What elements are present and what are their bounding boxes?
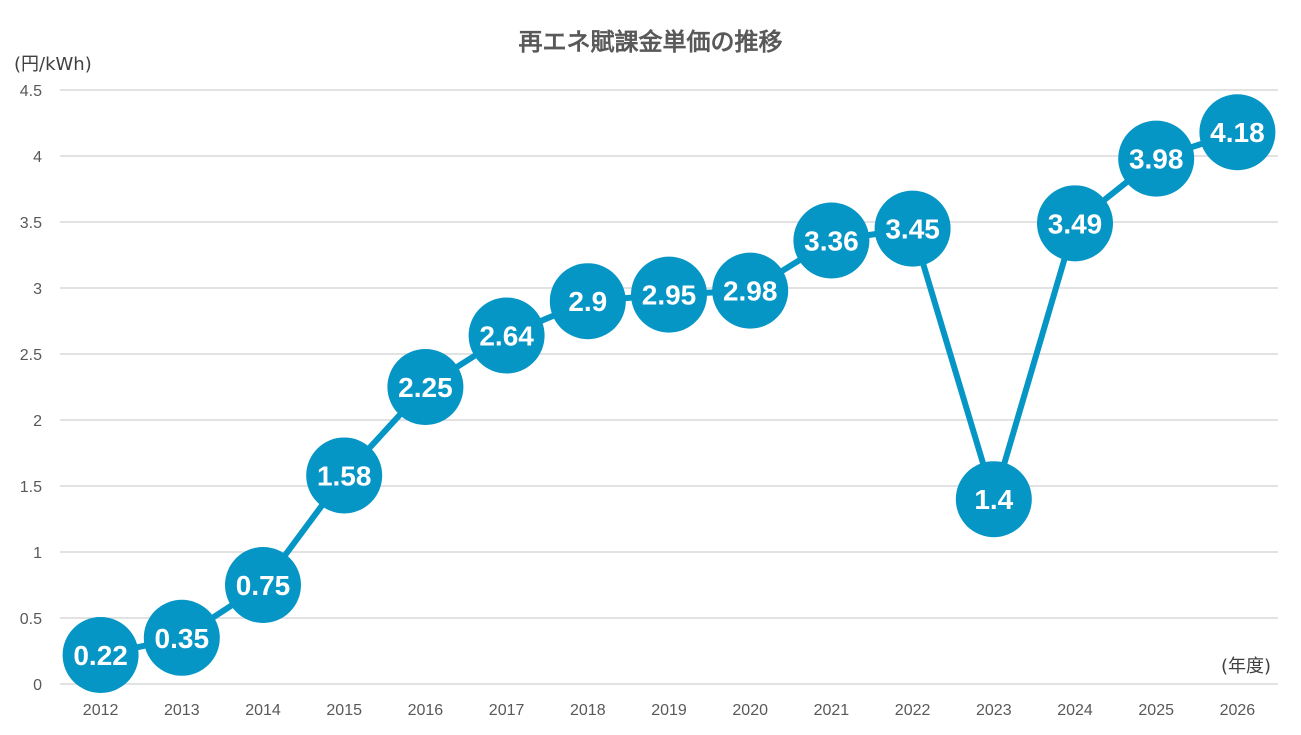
data-label: 1.4 bbox=[974, 484, 1013, 515]
y-tick-label: 0 bbox=[33, 677, 42, 694]
y-tick-label: 4 bbox=[33, 149, 42, 166]
data-point bbox=[1199, 94, 1276, 171]
x-tick-label: 2017 bbox=[489, 702, 525, 719]
x-tick-label: 2013 bbox=[164, 702, 200, 719]
data-point bbox=[1037, 185, 1113, 262]
y-tick-label: 0.5 bbox=[20, 611, 42, 628]
chart-title: 再エネ賦課金単価の推移 bbox=[518, 28, 783, 56]
x-tick-label: 2014 bbox=[245, 702, 281, 719]
data-label: 2.95 bbox=[642, 280, 697, 311]
x-tick-label: 2024 bbox=[1057, 702, 1093, 719]
data-point bbox=[387, 349, 464, 425]
y-tick-label: 3 bbox=[33, 281, 42, 298]
data-point bbox=[143, 599, 220, 676]
x-tick-label: 2015 bbox=[326, 702, 362, 719]
data-point bbox=[1118, 120, 1195, 197]
data-point bbox=[874, 190, 951, 267]
y-tick-label: 2 bbox=[33, 413, 42, 430]
data-label: 2.9 bbox=[568, 286, 607, 317]
data-point bbox=[955, 461, 1032, 538]
x-tick-label: 2021 bbox=[814, 702, 850, 719]
y-tick-label: 1 bbox=[33, 545, 42, 562]
data-point bbox=[549, 263, 626, 340]
data-label: 3.98 bbox=[1129, 144, 1184, 175]
y-tick-label: 1.5 bbox=[20, 479, 42, 496]
data-label: 1.58 bbox=[317, 460, 372, 491]
x-tick-label: 2026 bbox=[1220, 702, 1256, 719]
x-tick-label: 2012 bbox=[83, 702, 119, 719]
data-point bbox=[631, 256, 707, 333]
data-label: 0.22 bbox=[73, 640, 128, 671]
x-tick-label: 2025 bbox=[1138, 702, 1174, 719]
x-tick-label: 2019 bbox=[651, 702, 687, 719]
y-axis-label: (円/kWh) bbox=[14, 54, 92, 75]
data-point bbox=[712, 252, 789, 329]
data-point bbox=[306, 437, 383, 514]
y-tick-label: 2.5 bbox=[20, 347, 42, 364]
data-point bbox=[793, 202, 870, 279]
data-label: 3.49 bbox=[1048, 208, 1103, 239]
x-tick-label: 2022 bbox=[895, 702, 931, 719]
data-point bbox=[62, 616, 139, 693]
data-label: 3.36 bbox=[804, 225, 859, 256]
data-point bbox=[468, 297, 545, 374]
data-label: 4.18 bbox=[1210, 117, 1265, 148]
x-tick-label: 2016 bbox=[408, 702, 444, 719]
data-label: 2.25 bbox=[398, 372, 453, 403]
x-tick-label: 2023 bbox=[976, 702, 1012, 719]
data-point bbox=[225, 547, 301, 623]
y-tick-label: 4.5 bbox=[20, 83, 42, 100]
y-tick-label: 3.5 bbox=[20, 215, 42, 232]
x-axis-label: (年度) bbox=[1220, 656, 1271, 677]
data-label: 0.75 bbox=[236, 570, 291, 601]
data-label: 3.45 bbox=[885, 214, 940, 245]
data-label: 2.64 bbox=[479, 321, 534, 352]
x-tick-label: 2018 bbox=[570, 702, 606, 719]
x-tick-label: 2020 bbox=[732, 702, 768, 719]
data-label: 0.35 bbox=[155, 623, 210, 654]
data-label: 2.98 bbox=[723, 276, 778, 307]
